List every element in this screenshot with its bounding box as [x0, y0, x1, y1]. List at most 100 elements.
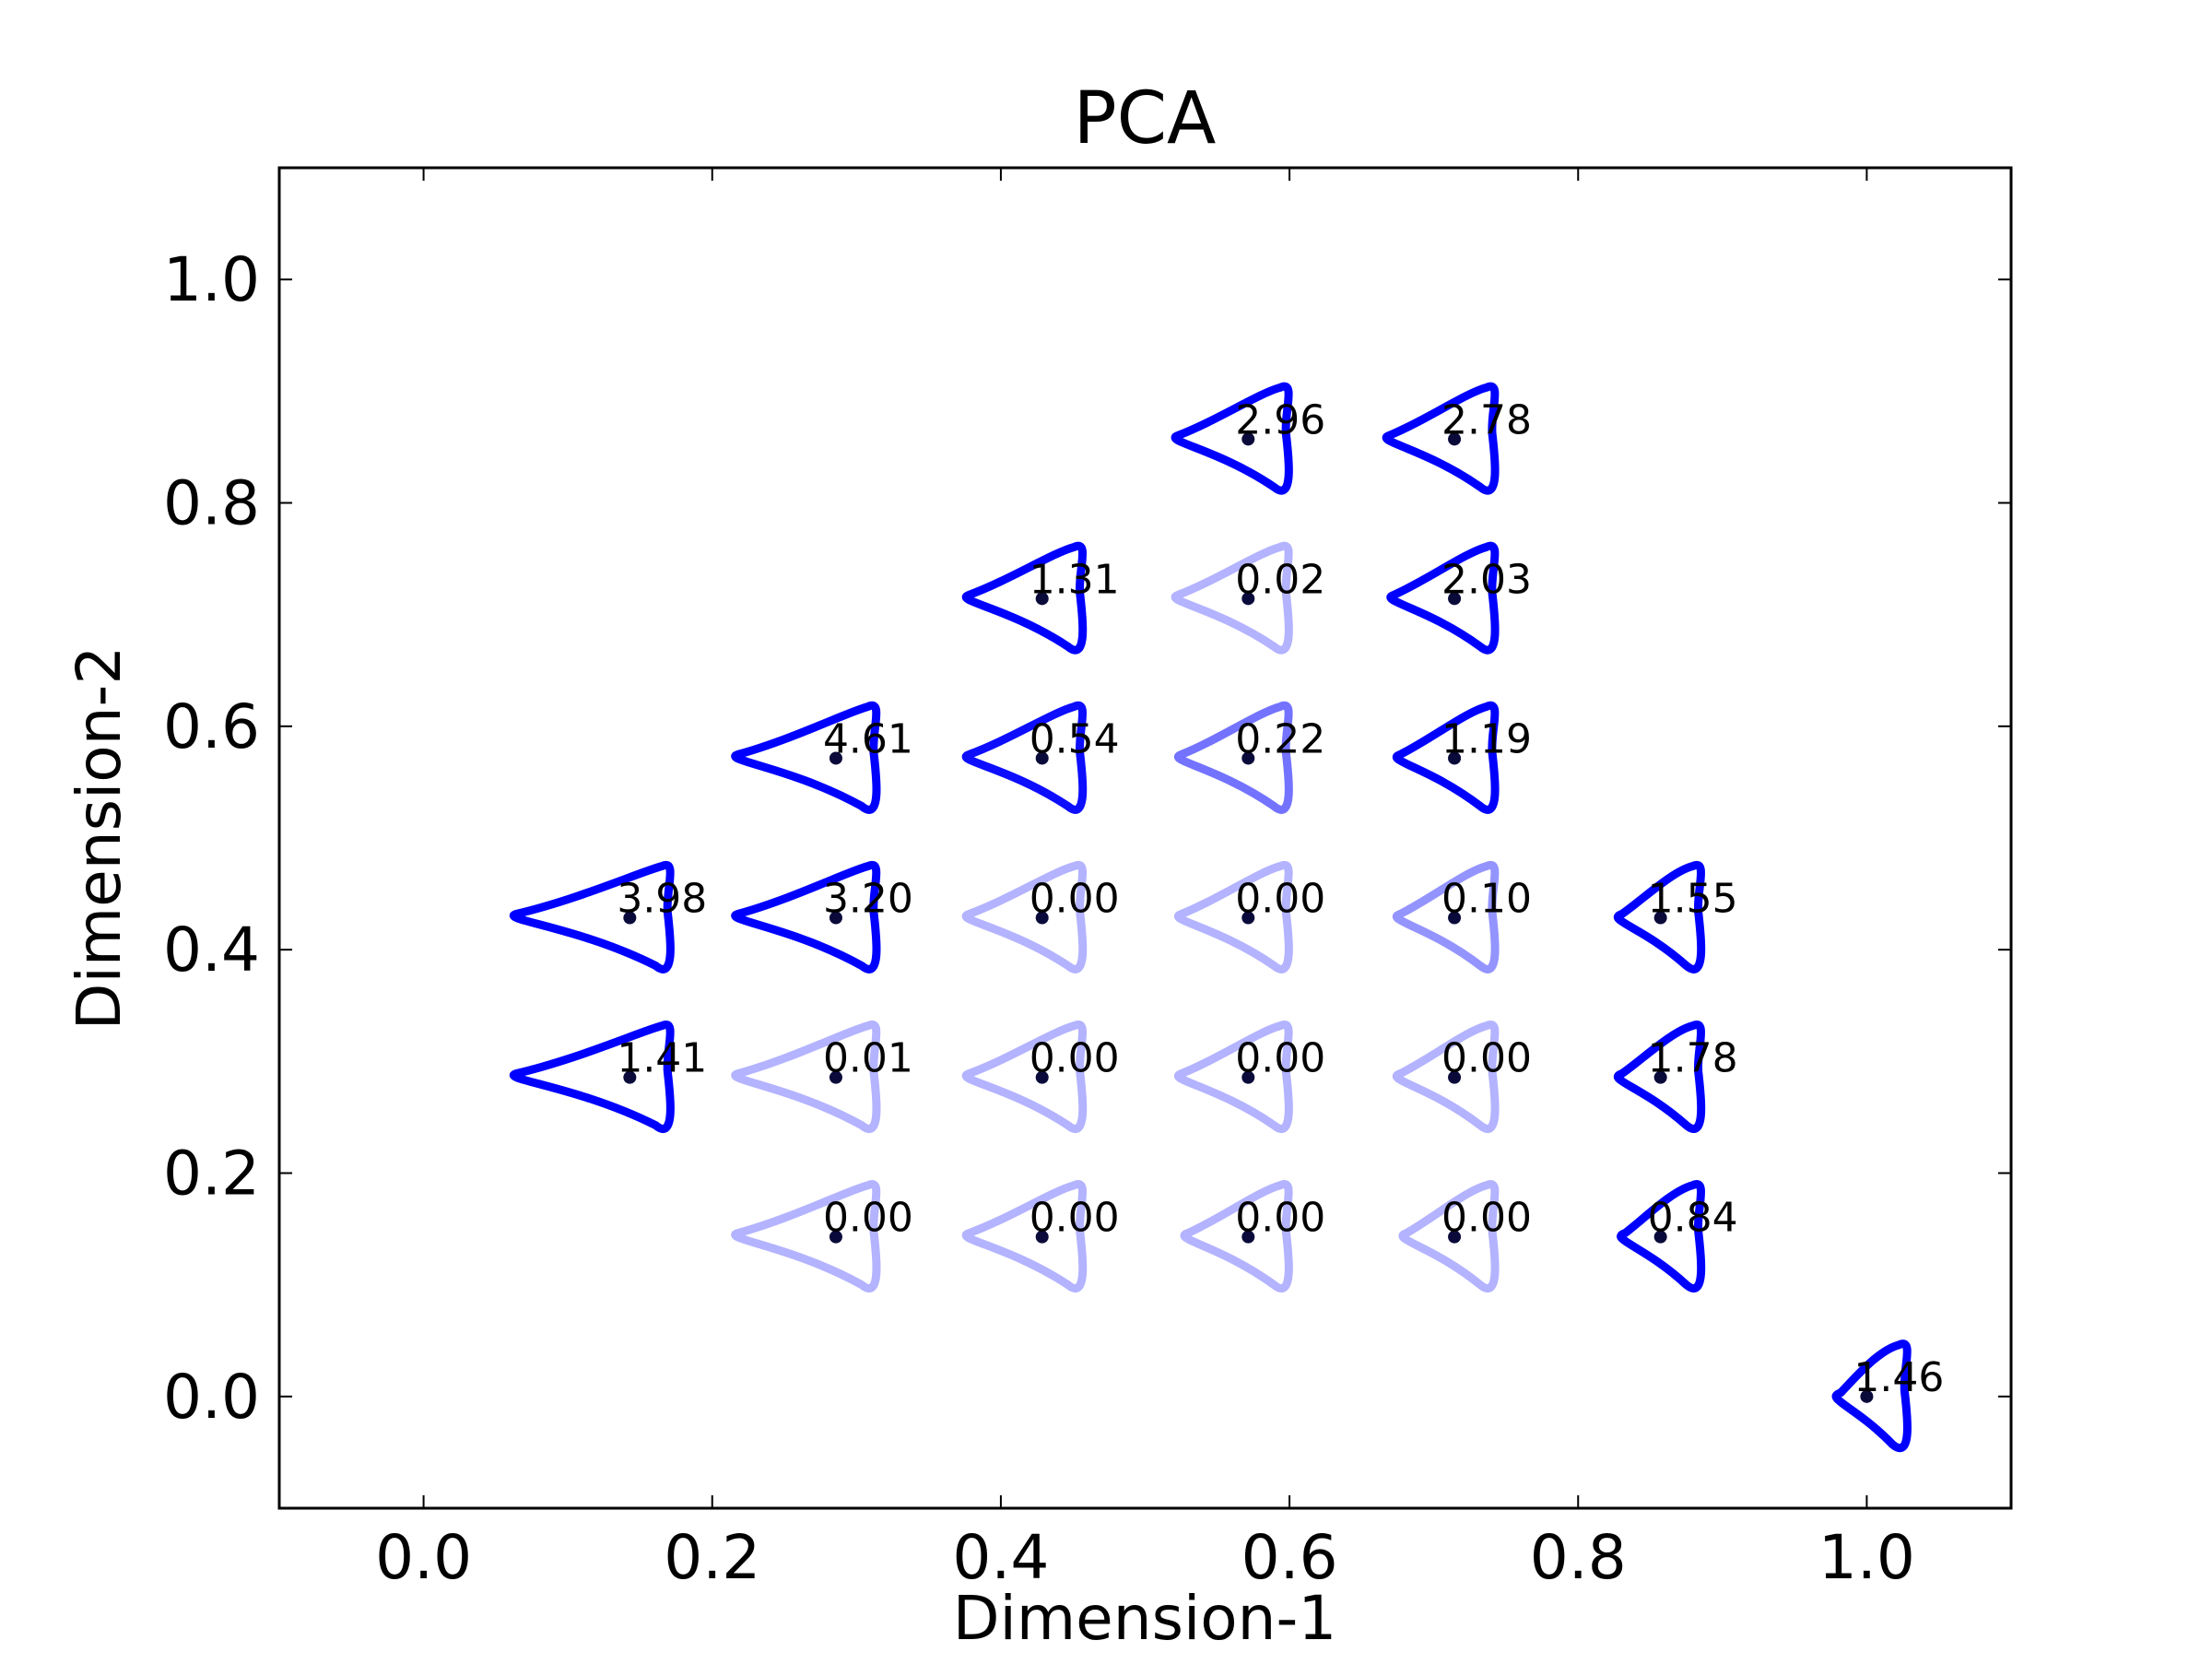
data-point	[1653, 1230, 1667, 1244]
x-tick-label: 0.4	[952, 1522, 1049, 1593]
marker-shape	[1174, 860, 1293, 974]
marker-shape	[1382, 382, 1500, 495]
value-label: 0.00	[1030, 876, 1120, 923]
marker-shape	[509, 1020, 675, 1133]
marker-shape	[731, 701, 881, 814]
data-point	[1448, 911, 1462, 925]
data-point	[1448, 751, 1462, 765]
value-label: 2.03	[1441, 556, 1532, 603]
value-label: 1.41	[617, 1035, 707, 1082]
marker-shape	[509, 860, 675, 974]
data-point	[623, 1070, 637, 1084]
marker-shape	[1171, 382, 1293, 495]
marker-shape	[1613, 860, 1706, 974]
data-point	[1448, 1230, 1462, 1244]
x-tick-label: 0.6	[1241, 1522, 1338, 1593]
axis-ticks: 0.0 0.2 0.4 0.6 0.8 1.0 0.0 0.2 0.4 0.6 0.8 1.0	[163, 168, 2011, 1593]
y-tick-label: 0.2	[163, 1139, 260, 1210]
data-point	[1448, 432, 1462, 446]
data-point	[1241, 1070, 1255, 1084]
value-label: 1.19	[1441, 715, 1532, 762]
data-point	[829, 1070, 842, 1084]
marker-shape	[961, 1020, 1088, 1133]
marker-shape	[1171, 541, 1293, 655]
value-label: 2.96	[1235, 396, 1325, 443]
marker-shape	[1398, 1180, 1500, 1292]
value-label: 0.10	[1441, 876, 1532, 923]
marker-shape	[731, 1180, 881, 1292]
data-point	[1035, 751, 1049, 765]
value-label: 3.98	[617, 876, 707, 923]
marker-shape	[1392, 1020, 1500, 1133]
data-point	[1035, 1230, 1049, 1244]
data-point	[623, 911, 637, 925]
value-label-layer: 2.96 2.78 1.31 0.02 2.03 4.61 0.54 0.22 1.19 3.98…	[617, 396, 1944, 1401]
data-point	[1241, 751, 1255, 765]
value-label: 0.84	[1648, 1195, 1738, 1242]
value-label: 2.78	[1441, 396, 1532, 443]
data-point	[1241, 432, 1255, 446]
value-label: 4.61	[823, 715, 913, 762]
data-point	[1035, 911, 1049, 925]
x-axis-label: Dimension-1	[953, 1583, 1337, 1654]
value-label: 0.00	[1441, 1195, 1532, 1242]
value-label: 0.00	[1441, 1035, 1532, 1082]
x-tick-label: 0.0	[375, 1522, 472, 1593]
data-point	[1448, 1070, 1462, 1084]
value-label: 0.00	[1030, 1035, 1120, 1082]
value-label: 0.00	[1030, 1195, 1120, 1242]
data-point	[1035, 592, 1049, 606]
marker-shape	[1386, 541, 1500, 655]
data-point	[1653, 911, 1667, 925]
data-point	[1860, 1389, 1874, 1403]
point-layer	[623, 432, 1874, 1403]
marker-layer	[509, 382, 1912, 1452]
marker-shape	[731, 1020, 881, 1133]
y-tick-label: 0.0	[163, 1362, 260, 1433]
marker-shape	[961, 1180, 1088, 1292]
value-label: 0.02	[1235, 556, 1325, 603]
value-label: 0.00	[1235, 1035, 1325, 1082]
value-label: 0.00	[823, 1195, 913, 1242]
value-label: 1.78	[1648, 1035, 1738, 1082]
marker-shape	[1392, 860, 1500, 974]
marker-shape	[1174, 1020, 1293, 1133]
marker-shape	[1617, 1180, 1706, 1292]
x-tick-label: 0.2	[664, 1522, 760, 1593]
marker-shape	[1174, 701, 1293, 814]
value-label: 0.22	[1235, 715, 1325, 762]
plot-area-frame	[277, 166, 2013, 1510]
value-label: 0.01	[823, 1035, 913, 1082]
value-label: 0.54	[1030, 715, 1120, 762]
data-point	[1035, 1070, 1049, 1084]
value-label: 1.31	[1030, 556, 1120, 603]
data-point	[829, 1230, 842, 1244]
value-label: 1.46	[1853, 1354, 1944, 1401]
y-tick-label: 1.0	[163, 244, 260, 315]
chart-title: PCA	[1074, 77, 1217, 160]
marker-shape	[1180, 1180, 1293, 1292]
marker-shape	[731, 860, 881, 974]
value-label: 0.00	[1235, 1195, 1325, 1242]
y-axis-label: Dimension-2	[64, 646, 135, 1031]
marker-shape	[961, 860, 1088, 974]
data-point	[1448, 592, 1462, 606]
value-label: 0.00	[1235, 876, 1325, 923]
data-point	[1653, 1070, 1667, 1084]
data-point	[829, 911, 842, 925]
data-point	[829, 751, 842, 765]
x-tick-label: 0.8	[1530, 1522, 1627, 1593]
value-label: 3.20	[823, 876, 913, 923]
marker-shape	[961, 701, 1088, 814]
y-tick-label: 0.8	[163, 468, 260, 539]
data-point	[1241, 911, 1255, 925]
y-tick-label: 0.4	[163, 915, 260, 985]
data-point	[1241, 592, 1255, 606]
data-point	[1241, 1230, 1255, 1244]
marker-shape	[1392, 701, 1500, 814]
marker-shape	[1613, 1020, 1706, 1133]
value-label: 1.55	[1648, 876, 1738, 923]
x-tick-label: 1.0	[1818, 1522, 1915, 1593]
